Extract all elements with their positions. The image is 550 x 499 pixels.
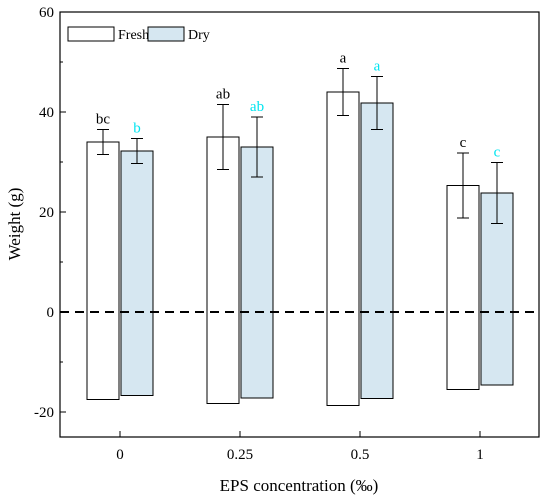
legend-swatch <box>67 26 115 42</box>
error-bar-dry-0 <box>131 138 143 164</box>
legend-swatch <box>147 26 185 42</box>
legend: Fresh Dry <box>67 26 210 43</box>
x-axis-title: EPS concentration (‰) <box>220 476 379 495</box>
error-bar-fresh-1 <box>217 104 229 170</box>
bar-dry-0 <box>120 150 154 396</box>
significance-label-fresh-0: bc <box>96 112 111 128</box>
x-tick-label: 0.25 <box>227 447 253 463</box>
bar-dry-2 <box>360 102 394 399</box>
bar-fresh-0 <box>86 141 120 400</box>
significance-label-dry-2: a <box>374 59 381 75</box>
error-bar-fresh-0 <box>97 129 109 155</box>
y-axis: -20 0 20 40 60 <box>34 5 66 421</box>
legend-label: Dry <box>188 28 210 43</box>
y-tick-label: 40 <box>39 105 54 121</box>
significance-label-fresh-1: ab <box>216 87 230 103</box>
legend-label: Fresh <box>118 28 149 43</box>
significance-label-fresh-3: c <box>460 135 467 151</box>
bar-fresh-2 <box>326 91 360 406</box>
legend-item-fresh: Fresh <box>67 26 149 43</box>
x-tick-label: 0.5 <box>351 447 370 463</box>
error-bar-fresh-3 <box>457 152 469 219</box>
y-tick-label: 0 <box>47 305 55 321</box>
plot-frame <box>59 11 540 438</box>
bar-dry-3 <box>480 192 514 386</box>
significance-label-dry-3: c <box>494 145 501 161</box>
plot-area: bc ab a c b ab a c <box>60 51 539 406</box>
y-tick-label: -20 <box>34 405 54 421</box>
y-axis-title: Weight (g) <box>5 188 24 261</box>
significance-label-fresh-2: a <box>340 51 347 67</box>
legend-item-dry: Dry <box>147 26 210 43</box>
bar-fresh-1 <box>206 136 240 404</box>
x-axis: 0 0.25 0.5 1 <box>116 431 484 463</box>
error-bar-dry-2 <box>371 76 383 130</box>
significance-label-dry-0: b <box>133 121 141 137</box>
error-bar-fresh-2 <box>337 68 349 116</box>
y-tick-label: 20 <box>39 205 54 221</box>
bar-fresh-3 <box>446 185 480 390</box>
x-tick-label: 0 <box>116 447 124 463</box>
significance-label-dry-1: ab <box>250 99 264 115</box>
x-tick-label: 1 <box>476 447 484 463</box>
error-bar-dry-3 <box>491 162 503 224</box>
error-bar-dry-1 <box>251 116 263 178</box>
bar-dry-1 <box>240 146 274 399</box>
y-tick-label: 60 <box>39 5 54 21</box>
